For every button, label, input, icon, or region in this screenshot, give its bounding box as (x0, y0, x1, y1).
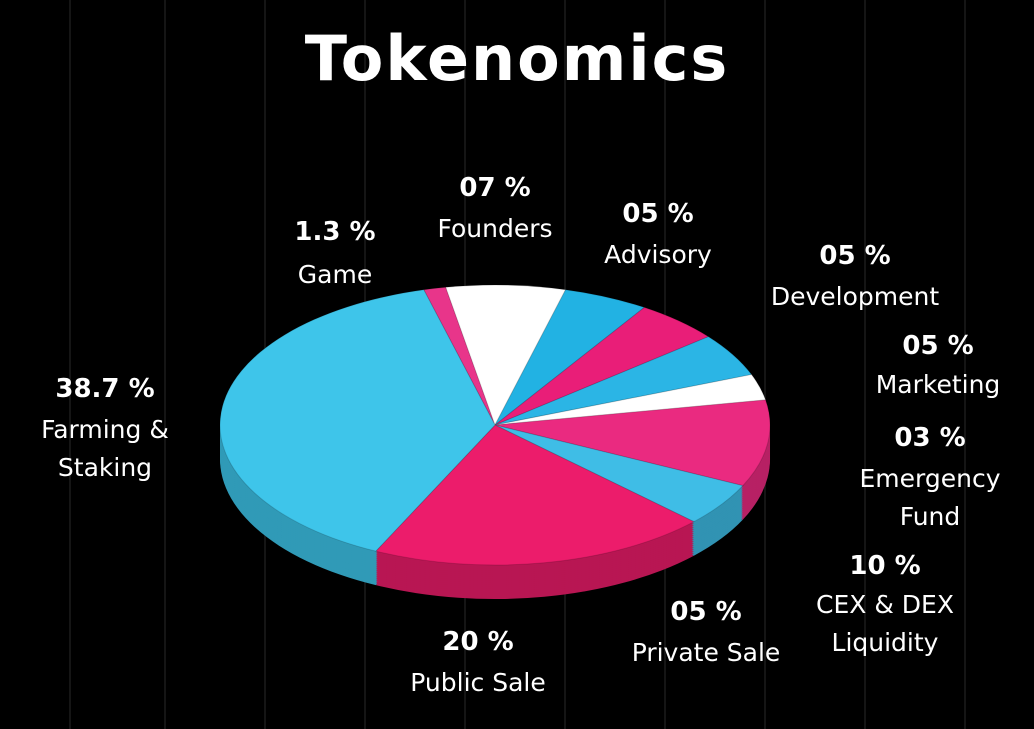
value-label: 1.3 % (294, 217, 376, 247)
value-label: 10 % (849, 551, 921, 581)
slice (494, 289, 646, 426)
value-label: 38.7 % (55, 374, 155, 404)
chart-title: Tokenomics (304, 22, 730, 95)
slice (219, 289, 496, 552)
slice (494, 399, 771, 487)
value-label: 07 % (459, 173, 531, 203)
category-label: Game (297, 260, 373, 289)
category-label: Private Sale (631, 638, 781, 667)
category-label: CEX & DEX Liquidity (816, 590, 954, 657)
value-label: 20 % (442, 627, 514, 657)
slice (494, 374, 767, 426)
slice (445, 284, 567, 427)
category-label: Emergency Fund (859, 464, 1001, 531)
slice (374, 424, 695, 566)
category-label: Advisory (604, 240, 712, 269)
value-label: 05 % (902, 331, 974, 361)
category-label: Farming & Staking (41, 415, 169, 482)
category-label: Founders (437, 214, 553, 243)
value-label: 03 % (894, 423, 966, 453)
category-label: Public Sale (410, 668, 546, 697)
slice (494, 306, 710, 426)
value-label: 05 % (670, 597, 742, 627)
slice (494, 424, 744, 523)
category-label: Marketing (875, 370, 1001, 399)
slice (494, 336, 753, 426)
category-label: Development (770, 282, 940, 311)
value-label: 05 % (622, 199, 694, 229)
value-label: 05 % (819, 241, 891, 271)
slice (423, 286, 496, 426)
